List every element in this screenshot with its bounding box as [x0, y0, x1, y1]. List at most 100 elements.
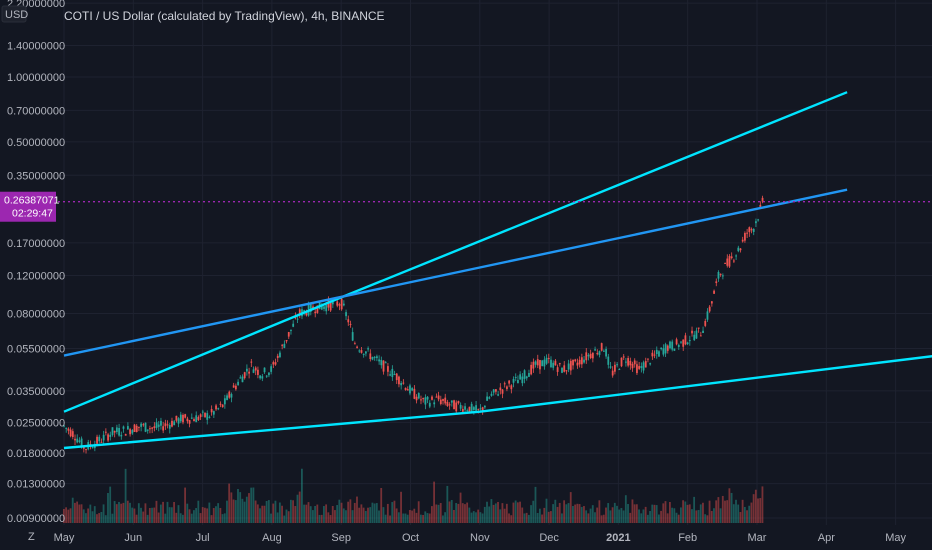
candle-body [166, 424, 169, 426]
volume-bar [472, 511, 475, 523]
candle-body [719, 273, 722, 275]
volume-bar [179, 513, 182, 523]
candle-body [188, 420, 191, 424]
volume-bar [455, 502, 458, 523]
candle-body [144, 422, 147, 432]
x-tick-label: 2021 [606, 532, 630, 544]
candle-body [373, 356, 376, 358]
y-tick-label: 0.12000000 [7, 270, 65, 282]
volume-bar [431, 506, 433, 523]
volume-bar [404, 513, 407, 523]
volume-bar [190, 513, 193, 523]
volume-bar [199, 513, 202, 523]
volume-bar [345, 510, 347, 523]
volume-bar [369, 507, 372, 523]
candle-body [281, 344, 284, 346]
volume-bar [545, 498, 548, 523]
volume-bar [596, 507, 599, 523]
candle-body [629, 360, 632, 366]
volume-bar [580, 507, 583, 523]
candle-body [320, 305, 323, 310]
candle-body [329, 302, 332, 311]
y-axis[interactable]: 2.20000000 1.40000000 1.00000000 0.70000000… [7, 0, 65, 525]
candle-body [636, 364, 638, 374]
candle-body [342, 303, 345, 306]
timezone-icon[interactable]: Z [28, 531, 35, 543]
candle-body [250, 361, 253, 363]
volume-bar [638, 509, 640, 523]
x-axis[interactable]: May Jun Jul Aug Sep Oct Nov Dec 2021 Feb Mar Apr May [54, 532, 907, 544]
volume-bar [115, 504, 118, 523]
volume-bar [159, 504, 162, 523]
price-label-box: 0.26387071 02:29:47 [0, 191, 60, 222]
candle-body [583, 359, 585, 363]
volume-bar [587, 513, 590, 523]
volume-bar [419, 514, 422, 523]
candle-body [424, 397, 427, 405]
volume-bar [699, 504, 702, 523]
currency-badge[interactable]: USD [1, 5, 28, 23]
candle-body [215, 405, 217, 410]
volume-bar [726, 500, 729, 523]
candle-body [208, 416, 211, 418]
volume-bar [168, 507, 171, 523]
x-tick-label: Oct [402, 532, 419, 544]
candle-body [140, 423, 143, 427]
trendline-3[interactable] [63, 355, 932, 450]
candle-body [80, 438, 83, 448]
volume-bar [554, 499, 557, 523]
volume-bar [382, 507, 385, 523]
candle-body [426, 396, 429, 400]
volume-bar [307, 502, 310, 523]
candle-body [239, 377, 242, 379]
volume-bar [644, 506, 647, 523]
volume-bar [74, 502, 76, 523]
volume-bar [325, 504, 328, 523]
candle-body [314, 311, 317, 314]
candle-body [336, 301, 339, 306]
volume-bar [547, 511, 550, 523]
volume-bar [226, 500, 228, 523]
volume-bar [162, 501, 164, 523]
volume-bar [71, 497, 74, 523]
volume-bar [655, 505, 658, 523]
candle-body [364, 351, 367, 354]
candle-body [406, 389, 409, 391]
x-tick-label: Aug [262, 532, 282, 544]
volume-bar [743, 506, 746, 523]
volume-bar [561, 513, 563, 523]
candle-body [135, 425, 138, 432]
volume-bar [446, 485, 449, 523]
candle-body [552, 362, 555, 368]
volume-bar [386, 503, 389, 523]
x-tick-label: Dec [539, 532, 559, 544]
candle-body [279, 352, 281, 358]
trendline-2[interactable] [63, 188, 848, 357]
chart-title: COTI / US Dollar (calculated by TradingV… [64, 9, 385, 23]
volume-bar [175, 512, 178, 523]
trendlines[interactable] [63, 91, 932, 450]
candle-body [574, 359, 577, 362]
volume-bar [267, 500, 270, 523]
candle-body [369, 353, 372, 359]
candle-body [138, 426, 140, 428]
x-tick-label: Feb [678, 532, 697, 544]
volume-bar [492, 504, 495, 523]
candle-body [761, 197, 764, 202]
y-tick-label: 0.01300000 [7, 479, 65, 491]
candle-body [287, 332, 290, 337]
volume-bar [693, 496, 696, 523]
candle-body [453, 400, 455, 410]
volume-bar [91, 511, 94, 523]
candle-body [272, 362, 275, 365]
candle-body [356, 346, 358, 348]
volume-bar [732, 504, 735, 523]
candle-body [67, 428, 70, 431]
volume-bar [408, 510, 411, 523]
candle-body [660, 347, 663, 350]
volume-bar [450, 500, 453, 523]
volume-bar [525, 512, 528, 523]
currency-badge-label: USD [5, 9, 28, 21]
candle-body [448, 404, 451, 406]
